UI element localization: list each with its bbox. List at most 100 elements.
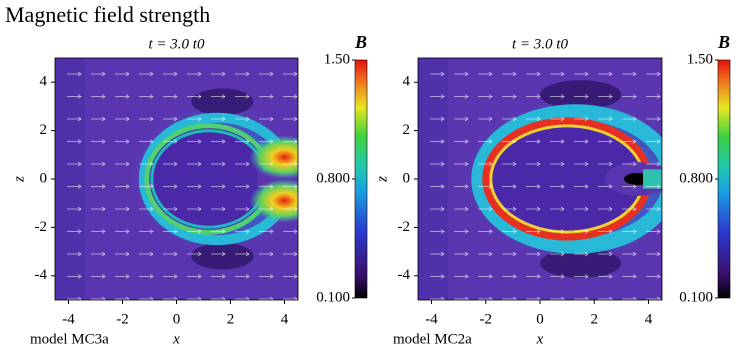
vector-head [245,229,250,234]
vector-head [440,251,445,257]
vector-head [656,94,661,99]
vector-head [656,251,661,257]
vector-head [125,229,130,234]
vector-head [584,139,589,144]
vector-head [125,161,130,167]
vector-head [536,251,541,257]
vector-head [608,139,613,144]
vector-head [173,296,178,300]
vector-head [536,229,541,234]
vector-head [221,274,226,279]
vector-head [440,229,445,234]
vector-head [440,161,445,167]
vector-head [584,251,589,257]
vector-head [197,229,202,234]
y-tick-label: -4 [398,267,411,283]
vector-head [293,184,298,189]
vector-head [269,229,274,234]
vector-head [440,296,445,300]
vector-head [512,206,517,212]
vector-head [173,229,178,234]
vector-head [632,251,637,257]
vector-head [77,251,82,257]
vector-head [221,296,226,300]
vector-head [608,206,613,212]
field-band [418,58,448,300]
vector-head [512,139,517,144]
vector-head [173,161,178,167]
vector-head [464,229,469,234]
vector-head [293,274,298,279]
vector-head [173,116,178,122]
y-tick-label: 0 [40,170,48,186]
vector-head [488,274,493,279]
vector-head [245,71,250,77]
vector-head [173,184,178,189]
vector-head [101,229,106,234]
vector-head [608,116,613,122]
vector-head [125,139,130,144]
vector-head [269,296,274,300]
vector-head [101,116,106,122]
figure-title: Magnetic field strength [5,2,210,27]
panel-title: t = 3.0 t0 [149,36,205,52]
vector-head [197,94,202,99]
vector-head [245,251,250,257]
vector-head [149,139,154,144]
vector-head [488,139,493,144]
shadow [540,80,622,110]
lobe [249,179,298,223]
vector-head [608,71,613,77]
vector-head [245,161,250,167]
vector-head [464,71,469,77]
vector-head [584,274,589,279]
vector-head [536,139,541,144]
field-image [418,58,662,300]
vector-head [197,71,202,77]
vector-head [560,206,565,212]
vector-head [101,139,106,144]
vector-head [77,229,82,234]
vector-head [488,94,493,99]
vector-head [221,71,226,77]
vector-head [269,71,274,77]
vector-head [221,161,226,167]
vector-head [440,94,445,99]
vector-head [632,94,637,99]
vector-head [512,274,517,279]
vector-head [245,116,250,122]
vector-head [77,94,82,99]
vector-head [293,251,298,257]
colorbar-label: B [717,32,730,52]
vector-head [173,94,178,99]
vector-head [536,116,541,122]
lobe [249,135,298,179]
colorbar-tick-label: 1.50 [324,51,350,67]
vector-head [512,71,517,77]
vector-head [149,229,154,234]
vector-head [197,116,202,122]
vector-head [77,139,82,144]
vector-head [560,161,565,167]
vector-head [149,296,154,300]
vector-head [536,94,541,99]
shadow [540,248,622,278]
vector-head [440,116,445,122]
colorbar-label: B [354,32,367,52]
vector-head [464,139,469,144]
vector-head [560,251,565,257]
vector-head [173,251,178,257]
vector-head [149,206,154,212]
vector-head [632,71,637,77]
vector-head [608,251,613,257]
model-annotation: model MC2a [393,331,472,347]
vector-head [149,71,154,77]
vector-head [584,296,589,300]
vector-head [656,71,661,77]
vector-head [512,184,517,189]
y-axis-label: z [11,176,27,183]
vector-head [293,229,298,234]
vector-head [464,184,469,189]
vector-head [584,71,589,77]
y-tick-label: -2 [398,219,411,235]
